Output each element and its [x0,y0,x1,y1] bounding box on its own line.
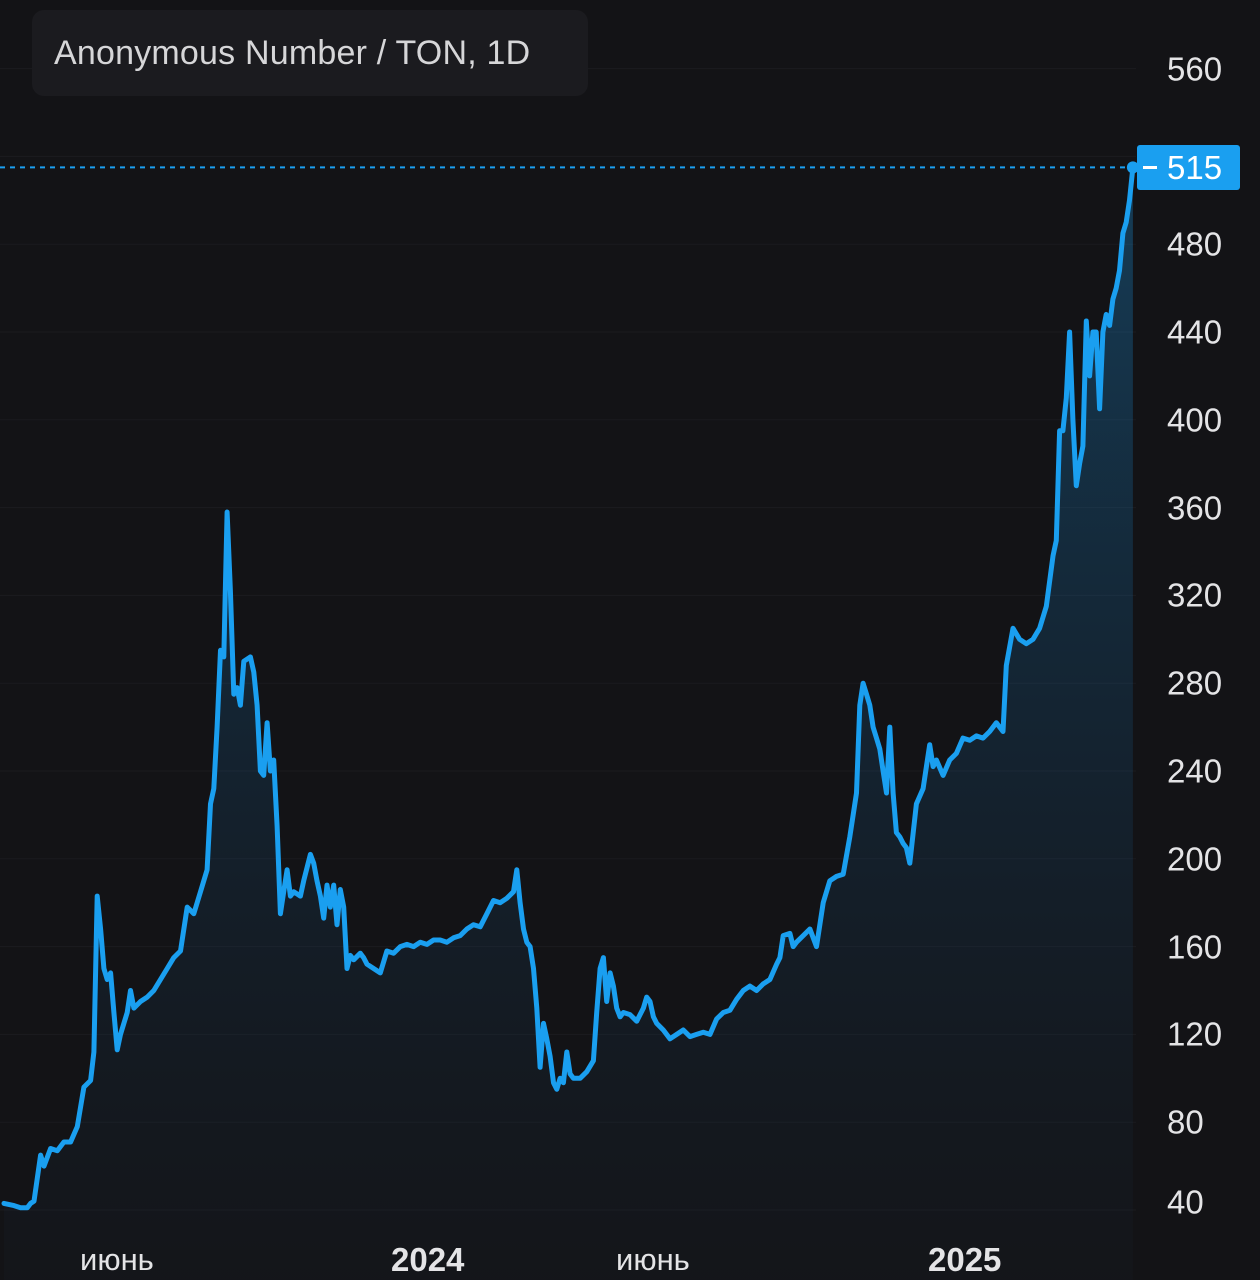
y-tick-label: 400 [1167,401,1223,439]
y-tick-label: 360 [1167,489,1223,527]
last-price-value: 515 [1167,149,1223,186]
y-tick-label: 560 [1167,50,1223,88]
y-tick-label: 40 [1167,1183,1204,1221]
y-tick-label: 320 [1167,576,1223,614]
x-tick-label: июнь [616,1242,690,1277]
y-tick-label: 240 [1167,752,1223,790]
x-tick-label: 2025 [928,1241,1002,1278]
y-tick-label: 480 [1167,225,1223,263]
last-price-dot [1126,161,1139,174]
last-price-label: 515 [1137,145,1240,190]
symbol-legend[interactable]: Anonymous Number / TON, 1D [32,10,588,96]
x-tick-label: июнь [80,1242,154,1277]
y-tick-label: 200 [1167,840,1223,878]
y-tick-label: 440 [1167,313,1223,351]
x-tick-label: 2024 [391,1241,465,1278]
symbol-title: Anonymous Number / TON, 1D [54,33,531,72]
price-line[interactable] [1,164,1136,1211]
y-tick-label: 160 [1167,928,1223,966]
y-tick-label: 280 [1167,664,1223,702]
y-tick-label: 120 [1167,1015,1223,1053]
price-area-fill [4,167,1133,1280]
y-tick-label: 80 [1167,1103,1204,1141]
price-tag-dash [1143,166,1157,169]
